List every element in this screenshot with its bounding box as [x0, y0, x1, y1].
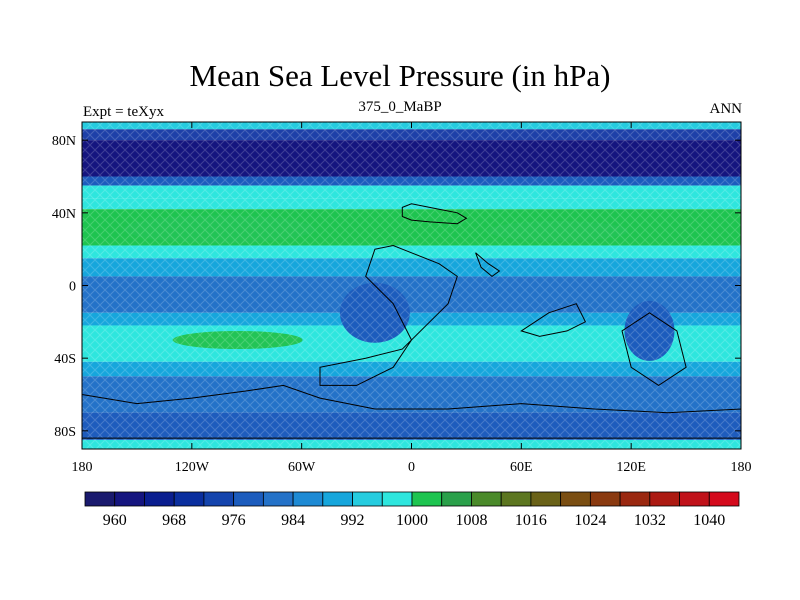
colorbar-label: 1016 [515, 512, 547, 529]
colorbar-label: 960 [103, 512, 127, 529]
colorbar-swatch [708, 491, 740, 507]
period-label: 375_0_MaBP [358, 99, 442, 115]
experiment-label: Expt = teXyx [83, 104, 164, 120]
season-label: ANN [709, 101, 743, 117]
x-tick-label: 60E [510, 460, 533, 475]
y-tick-label: 80N [52, 134, 76, 149]
colorbar-swatch [411, 491, 443, 507]
colorbar-swatch [381, 491, 413, 507]
colorbar-label: 992 [341, 512, 365, 529]
coastline-0 [401, 203, 468, 225]
coastline-5 [475, 252, 501, 278]
x-tick-label: 180 [731, 460, 752, 475]
y-tick-label: 80S [54, 425, 76, 440]
map-plot-area [82, 122, 741, 449]
colorbar-swatch [679, 491, 710, 507]
x-tick-label: 60W [288, 460, 316, 475]
colorbar-swatch [322, 491, 353, 507]
colorbar-swatch [441, 491, 472, 507]
colorbar-swatch [471, 491, 502, 507]
colorbar-swatch [144, 491, 175, 507]
colorbar-label: 976 [222, 512, 246, 529]
colorbar-label: 1000 [396, 512, 428, 529]
colorbar-swatch [560, 491, 591, 507]
y-tick-label: 40S [54, 352, 76, 367]
colorbar-label: 984 [281, 512, 305, 529]
colorbar-swatch [114, 491, 145, 507]
coastline-1 [319, 244, 458, 386]
colorbar-label: 1040 [693, 512, 725, 529]
x-tick-label: 180 [72, 460, 93, 475]
colorbar-label: 1032 [634, 512, 666, 529]
field-texture [82, 122, 741, 449]
coastline-3 [621, 312, 687, 386]
colorbar-swatch [589, 491, 621, 507]
y-tick-label: 40N [52, 207, 76, 222]
colorbar-swatch [262, 491, 294, 507]
colorbar-swatch [619, 491, 651, 507]
x-tick-label: 120E [616, 460, 646, 475]
colorbar: 960 968 976 984 992 1000 1008 1016 1024 1032 1040 [84, 491, 740, 529]
colorbar-swatch [203, 491, 235, 507]
colorbar-swatch [352, 491, 383, 507]
x-tick-label: 120W [175, 460, 210, 475]
y-axis: 80N 40N 0 40S 80S [52, 134, 741, 440]
colorbar-swatch [84, 491, 116, 507]
x-tick-label: 0 [408, 460, 415, 475]
colorbar-swatch [173, 491, 205, 507]
colorbar-swatch [292, 491, 324, 507]
chart-title: Mean Sea Level Pressure (in hPa) [189, 58, 611, 93]
colorbar-swatch [530, 491, 562, 507]
colorbar-label: 968 [162, 512, 186, 529]
y-tick-label: 0 [69, 280, 76, 295]
colorbar-swatch [649, 491, 680, 507]
colorbar-label: 1024 [574, 512, 606, 529]
colorbar-swatch [233, 491, 264, 507]
colorbar-swatch [500, 491, 532, 507]
coastline-2 [520, 303, 587, 337]
x-axis: 180 120W 60W 0 60E 120E 180 [72, 122, 752, 475]
colorbar-label: 1008 [455, 512, 487, 529]
